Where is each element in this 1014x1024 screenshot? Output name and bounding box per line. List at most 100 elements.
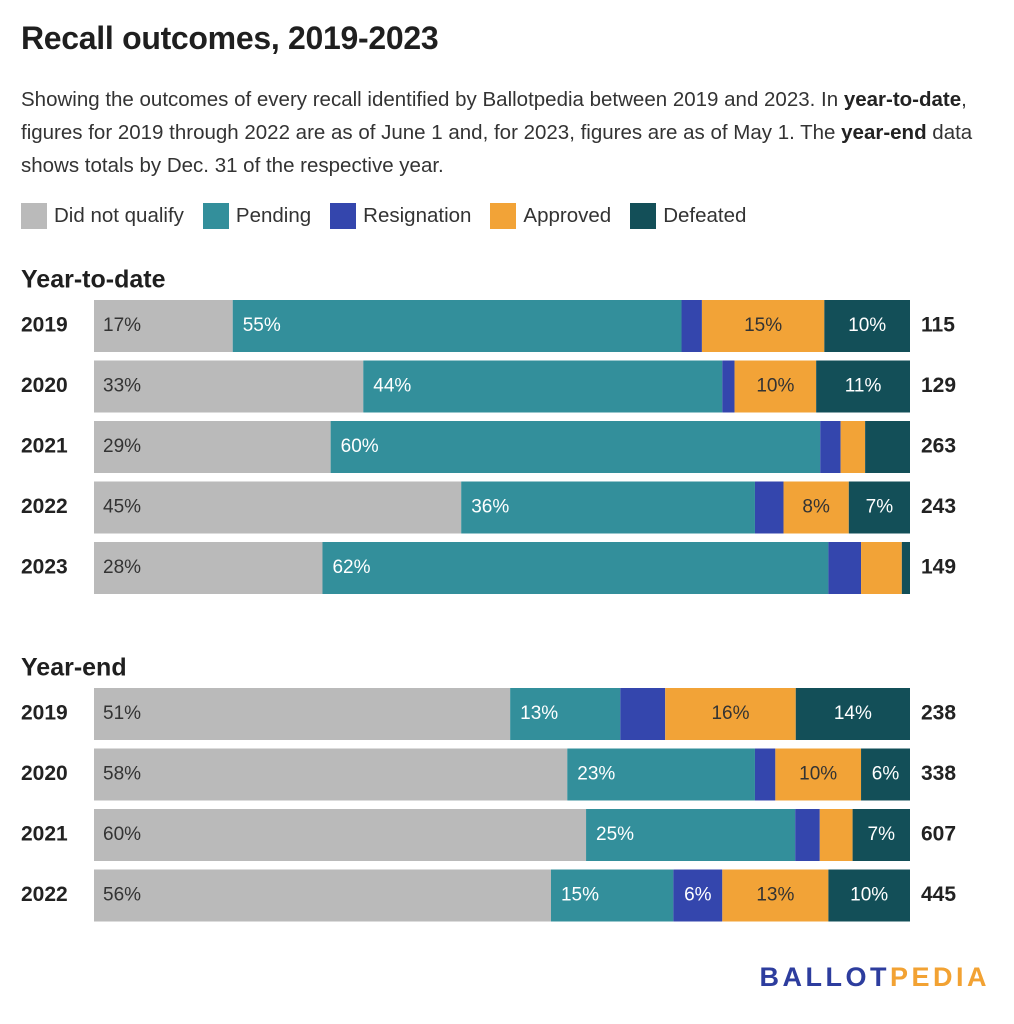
row-label-year-to-date-2023: 2023 <box>21 556 68 579</box>
row-label-year-to-date-2020: 2020 <box>21 374 68 397</box>
bar-segment-year-to-date-2020-approved <box>734 360 817 413</box>
data-label-year-to-date-2019-did-not-qualify: 17% <box>103 315 141 336</box>
legend-label-resignation: Resignation <box>363 204 472 227</box>
subtitle-part-2: , figures for 2019 through 2022 are as o… <box>21 88 967 144</box>
bar-segment-year-end-2019-approved <box>665 688 796 740</box>
bar-segment-year-end-2020-pending <box>567 748 755 801</box>
row-label-year-end-2022: 2022 <box>21 883 68 906</box>
data-label-year-end-2022-did-not-qualify: 56% <box>103 885 141 906</box>
legend-label-approved: Approved <box>523 204 612 227</box>
legend-label-did-not-qualify: Did not qualify <box>54 204 184 227</box>
data-label-year-end-2019-approved: 16% <box>711 703 749 724</box>
data-label-year-to-date-2020-did-not-qualify: 33% <box>103 376 141 397</box>
bar-segment-year-end-2022-approved <box>722 869 829 922</box>
bar-segment-year-to-date-2022-approved <box>783 481 849 534</box>
row-total-year-to-date-2019: 115 <box>921 314 955 337</box>
bar-segment-year-to-date-2019-did-not-qualify <box>94 300 233 352</box>
bar-segment-year-to-date-2023-resignation <box>828 542 862 594</box>
data-label-year-end-2020-defeated: 6% <box>872 764 900 785</box>
data-label-year-end-2020-pending: 23% <box>577 764 615 785</box>
bar-segment-year-to-date-2023-did-not-qualify <box>94 542 323 594</box>
data-label-year-end-2021-did-not-qualify: 60% <box>103 824 141 845</box>
data-label-year-end-2019-did-not-qualify: 51% <box>103 703 141 724</box>
data-label-year-to-date-2022-defeated: 7% <box>866 497 894 518</box>
data-label-year-to-date-2021-pending: 60% <box>341 436 379 457</box>
data-label-year-to-date-2019-pending: 55% <box>243 315 281 336</box>
bar-segment-year-end-2020-approved <box>775 748 862 801</box>
row-label-year-end-2019: 2019 <box>21 702 68 725</box>
bar-segment-year-end-2019-pending <box>510 688 621 740</box>
row-label-year-end-2020: 2020 <box>21 762 68 785</box>
legend-item-did-not-qualify: Did not qualify <box>21 203 184 229</box>
bar-segment-year-end-2022-pending <box>550 869 674 922</box>
bar-segment-year-to-date-2022-resignation <box>754 481 784 534</box>
data-label-year-to-date-2019-approved: 15% <box>744 315 782 336</box>
bar-segment-year-to-date-2021-defeated <box>865 421 910 473</box>
legend-item-resignation: Resignation <box>330 203 471 229</box>
legend-swatch-defeated <box>630 203 657 229</box>
logo-text-pedia: PEDIA <box>889 962 990 992</box>
bar-segment-year-to-date-2023-defeated <box>901 542 910 594</box>
row-total-year-to-date-2021: 263 <box>921 435 956 458</box>
bar-segment-year-to-date-2021-pending <box>330 421 821 473</box>
bar-segment-year-end-2019-resignation <box>620 688 666 740</box>
data-label-year-end-2019-defeated: 14% <box>834 703 872 724</box>
chart-title: Recall outcomes, 2019-2023 <box>21 20 439 56</box>
legend-label-defeated: Defeated <box>663 204 747 227</box>
legend-item-approved: Approved <box>490 203 611 229</box>
row-label-year-to-date-2019: 2019 <box>21 314 68 337</box>
data-label-year-to-date-2023-did-not-qualify: 28% <box>103 557 141 578</box>
data-label-year-to-date-2020-approved: 10% <box>756 376 794 397</box>
bar-segment-year-end-2020-resignation <box>754 748 776 801</box>
row-label-year-end-2021: 2021 <box>21 823 68 846</box>
legend-swatch-approved <box>490 203 517 229</box>
data-label-year-to-date-2022-did-not-qualify: 45% <box>103 497 141 518</box>
legend-swatch-did-not-qualify <box>21 203 47 229</box>
bar-segment-year-end-2020-did-not-qualify <box>94 748 568 801</box>
bar-segment-year-end-2021-resignation <box>795 809 820 861</box>
legend-swatch-pending <box>202 203 229 229</box>
bar-segment-year-to-date-2020-defeated <box>816 360 910 413</box>
data-label-year-end-2021-defeated: 7% <box>868 824 896 845</box>
bar-segment-year-to-date-2019-resignation <box>681 300 702 352</box>
data-label-year-end-2022-defeated: 10% <box>850 885 888 906</box>
bar-segment-year-to-date-2022-defeated <box>848 481 910 534</box>
bar-segment-year-to-date-2022-pending <box>461 481 755 534</box>
data-label-year-to-date-2022-pending: 36% <box>471 497 509 518</box>
data-label-year-end-2022-pending: 15% <box>561 885 599 906</box>
row-label-year-to-date-2022: 2022 <box>21 495 68 518</box>
data-label-year-to-date-2022-approved: 8% <box>802 497 830 518</box>
bar-segment-year-to-date-2021-approved <box>840 421 866 473</box>
bar-segment-year-to-date-2022-did-not-qualify <box>94 481 462 534</box>
bar-segment-year-end-2021-pending <box>586 809 796 861</box>
row-total-year-to-date-2023: 149 <box>921 556 956 579</box>
subtitle-part-3: data shows totals by Dec. 31 of the resp… <box>21 121 973 177</box>
row-total-year-end-2022: 445 <box>921 883 956 906</box>
bar-segment-year-to-date-2021-resignation <box>820 421 841 473</box>
row-total-year-end-2021: 607 <box>921 823 956 846</box>
data-label-year-end-2022-resignation: 6% <box>684 885 712 906</box>
logo-text-ballot: BALLOT <box>759 962 890 992</box>
data-label-year-end-2020-approved: 10% <box>799 764 837 785</box>
section-title-year-to-date: Year-to-date <box>21 266 166 294</box>
row-total-year-end-2019: 238 <box>921 702 956 725</box>
section-title-year-end: Year-end <box>21 654 127 682</box>
bar-segment-year-to-date-2020-pending <box>363 360 723 413</box>
bar-segment-year-to-date-2023-pending <box>322 542 829 594</box>
legend-item-defeated: Defeated <box>630 203 746 229</box>
stacked-bar-chart: Year-to-date 2019 17% 55% 15% 10% 115 2020 33% 44… <box>21 266 956 922</box>
row-total-year-to-date-2022: 243 <box>921 495 956 518</box>
data-label-year-end-2021-pending: 25% <box>596 824 634 845</box>
bar-segment-year-to-date-2019-pending <box>232 300 682 352</box>
row-total-year-to-date-2020: 129 <box>921 374 956 397</box>
data-label-year-end-2022-approved: 13% <box>756 885 794 906</box>
data-label-year-end-2019-pending: 13% <box>520 703 558 724</box>
bar-segment-year-end-2021-did-not-qualify <box>94 809 587 861</box>
row-total-year-end-2020: 338 <box>921 762 956 785</box>
subtitle-part-1: Showing the outcomes of every recall ide… <box>21 88 844 111</box>
bar-segment-year-end-2022-defeated <box>828 869 910 922</box>
chart-subtitle: Showing the outcomes of every recall ide… <box>21 83 996 182</box>
ballotpedia-logo: BALLOTPEDIA <box>759 962 990 993</box>
bar-segment-year-end-2021-defeated <box>852 809 910 861</box>
data-label-year-end-2020-did-not-qualify: 58% <box>103 764 141 785</box>
